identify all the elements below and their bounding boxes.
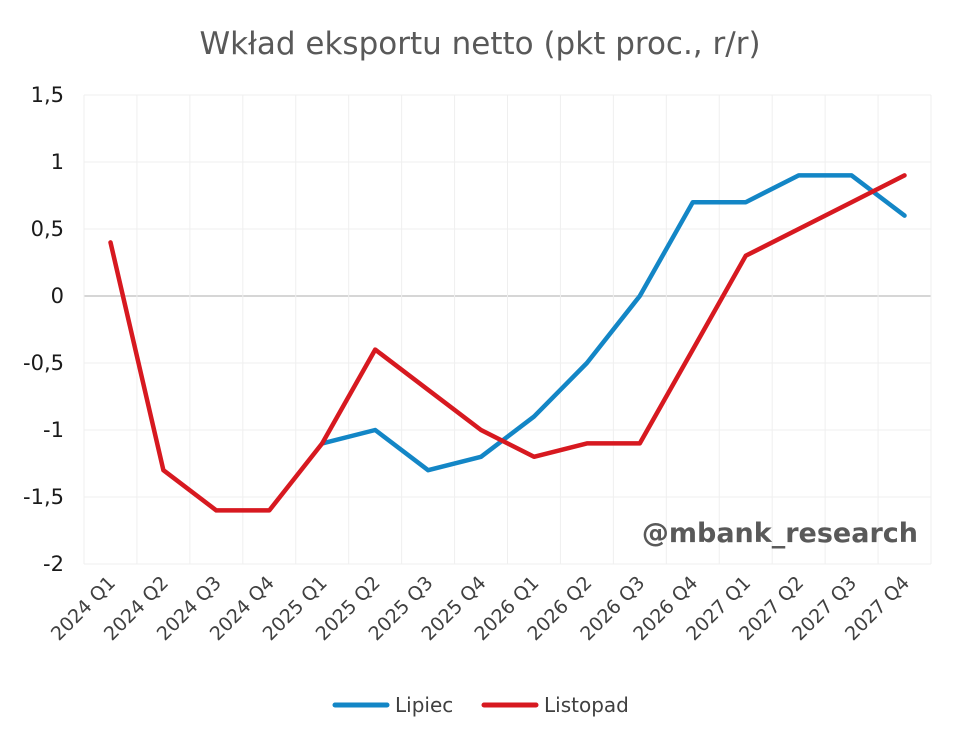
y-tick-label: -1,5 [23, 485, 64, 509]
chart-title: Wkład eksportu netto (pkt proc., r/r) [199, 26, 760, 62]
y-tick-label: -2 [43, 552, 64, 576]
y-axis-ticks: 1,5 1 0,5 0 -0,5 -1 -1,5 -2 [23, 83, 64, 576]
legend-label: Lipiec [395, 693, 453, 717]
legend-label: Listopad [544, 693, 629, 717]
y-tick-label: -0,5 [23, 351, 64, 375]
grid [83, 94, 932, 565]
y-tick-label: 1 [51, 150, 64, 174]
y-tick-label: 0,5 [31, 217, 64, 241]
watermark-text: @mbank_research [642, 518, 918, 549]
legend: Lipiec Listopad [332, 693, 629, 717]
series-line-lipiec [319, 173, 907, 473]
series-line-listopad [108, 173, 907, 513]
series [108, 173, 907, 513]
y-tick-label: 0 [51, 284, 64, 308]
y-tick-label: 1,5 [31, 83, 64, 107]
y-tick-label: -1 [43, 418, 64, 442]
